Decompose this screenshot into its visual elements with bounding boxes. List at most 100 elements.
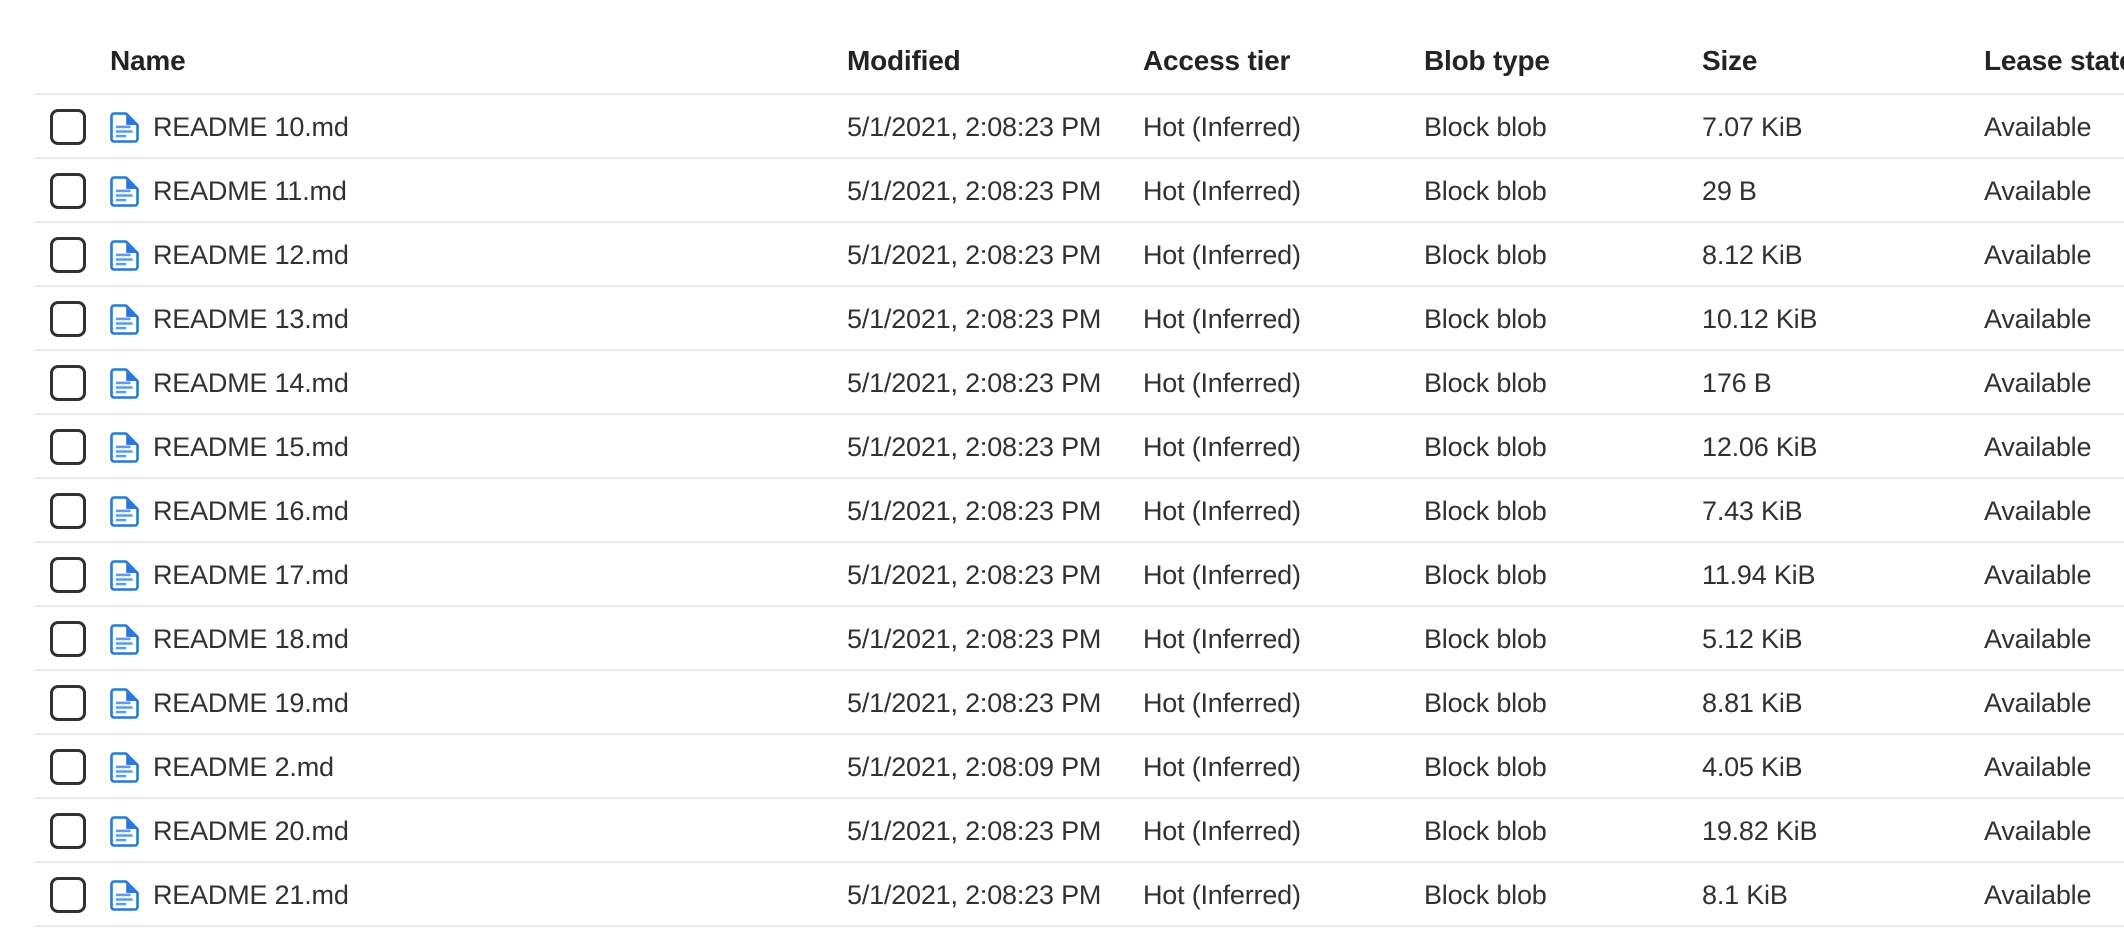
row-checkbox[interactable]: [50, 621, 86, 657]
table-row[interactable]: README 18.md 5/1/2021, 2:08:23 PM Hot (I…: [0, 607, 2124, 671]
table-row[interactable]: README 16.md 5/1/2021, 2:08:23 PM Hot (I…: [0, 479, 2124, 543]
modified-cell: 5/1/2021, 2:08:23 PM: [847, 239, 1102, 270]
table-row[interactable]: README 14.md 5/1/2021, 2:08:23 PM Hot (I…: [0, 351, 2124, 415]
blob-name-link[interactable]: README 19.md: [153, 687, 349, 718]
column-header-access-tier: Access tier: [1143, 44, 1291, 76]
blob-table-body: README 10.md 5/1/2021, 2:08:23 PM Hot (I…: [0, 95, 2124, 927]
file-document-icon: [110, 559, 139, 591]
table-row[interactable]: README 2.md 5/1/2021, 2:08:09 PM Hot (In…: [0, 735, 2124, 799]
modified-cell: 5/1/2021, 2:08:23 PM: [847, 687, 1102, 718]
row-checkbox[interactable]: [50, 749, 86, 785]
blob-type-cell: Block blob: [1424, 111, 1547, 142]
row-checkbox[interactable]: [50, 301, 86, 337]
lease-state-cell: Available: [1984, 111, 2092, 142]
size-cell: 7.07 KiB: [1702, 111, 1803, 142]
blob-name-link[interactable]: README 13.md: [153, 303, 349, 334]
row-checkbox[interactable]: [50, 429, 86, 465]
row-checkbox[interactable]: [50, 173, 86, 209]
row-select-cell: [0, 621, 110, 657]
size-cell: 7.43 KiB: [1702, 495, 1803, 526]
row-select-cell: [0, 557, 110, 593]
file-document-icon: [110, 303, 139, 335]
table-row[interactable]: README 11.md 5/1/2021, 2:08:23 PM Hot (I…: [0, 159, 2124, 223]
column-header-name: Name: [110, 44, 186, 76]
blob-name-link[interactable]: README 11.md: [153, 175, 347, 206]
name-cell: README 14.md: [110, 368, 847, 399]
modified-cell: 5/1/2021, 2:08:23 PM: [847, 431, 1102, 462]
row-checkbox[interactable]: [50, 877, 86, 913]
row-checkbox[interactable]: [50, 685, 86, 721]
blob-name-link[interactable]: README 10.md: [153, 111, 349, 142]
name-cell: README 16.md: [110, 496, 847, 527]
name-cell: README 20.md: [110, 816, 847, 847]
lease-state-cell: Available: [1984, 303, 2092, 334]
blob-type-cell: Block blob: [1424, 303, 1547, 334]
access-tier-cell: Hot (Inferred): [1143, 495, 1301, 526]
lease-state-cell: Available: [1984, 367, 2092, 398]
blob-name-link[interactable]: README 17.md: [153, 559, 349, 590]
row-checkbox[interactable]: [50, 237, 86, 273]
row-select-cell: [0, 237, 110, 273]
row-select-cell: [0, 813, 110, 849]
modified-cell: 5/1/2021, 2:08:09 PM: [847, 751, 1102, 782]
file-document-icon: [110, 239, 139, 271]
access-tier-cell: Hot (Inferred): [1143, 623, 1301, 654]
name-cell: README 21.md: [110, 880, 847, 911]
file-document-icon: [110, 175, 139, 207]
name-cell: README 2.md: [110, 752, 847, 783]
row-checkbox[interactable]: [50, 813, 86, 849]
modified-cell: 5/1/2021, 2:08:23 PM: [847, 303, 1102, 334]
row-checkbox[interactable]: [50, 493, 86, 529]
table-row[interactable]: README 12.md 5/1/2021, 2:08:23 PM Hot (I…: [0, 223, 2124, 287]
blob-type-cell: Block blob: [1424, 687, 1547, 718]
access-tier-cell: Hot (Inferred): [1143, 559, 1301, 590]
blob-name-link[interactable]: README 15.md: [153, 431, 349, 462]
file-document-icon: [110, 111, 139, 143]
row-checkbox[interactable]: [50, 557, 86, 593]
blob-name-link[interactable]: README 20.md: [153, 815, 349, 846]
name-cell: README 15.md: [110, 432, 847, 463]
blob-type-cell: Block blob: [1424, 751, 1547, 782]
blob-name-link[interactable]: README 18.md: [153, 623, 349, 654]
table-row[interactable]: README 15.md 5/1/2021, 2:08:23 PM Hot (I…: [0, 415, 2124, 479]
access-tier-cell: Hot (Inferred): [1143, 175, 1301, 206]
table-row[interactable]: README 20.md 5/1/2021, 2:08:23 PM Hot (I…: [0, 799, 2124, 863]
blob-type-cell: Block blob: [1424, 175, 1547, 206]
table-row[interactable]: README 19.md 5/1/2021, 2:08:23 PM Hot (I…: [0, 671, 2124, 735]
size-cell: 12.06 KiB: [1702, 431, 1818, 462]
modified-cell: 5/1/2021, 2:08:23 PM: [847, 815, 1102, 846]
blob-type-cell: Block blob: [1424, 815, 1547, 846]
size-cell: 10.12 KiB: [1702, 303, 1818, 334]
size-cell: 176 B: [1702, 367, 1772, 398]
modified-cell: 5/1/2021, 2:08:23 PM: [847, 879, 1102, 910]
name-cell: README 13.md: [110, 304, 847, 335]
row-checkbox[interactable]: [50, 109, 86, 145]
table-header: Name Modified Access tier Blob type Size…: [0, 0, 2124, 95]
blob-name-link[interactable]: README 2.md: [153, 751, 334, 782]
access-tier-cell: Hot (Inferred): [1143, 303, 1301, 334]
blob-name-link[interactable]: README 16.md: [153, 495, 349, 526]
table-row[interactable]: README 21.md 5/1/2021, 2:08:23 PM Hot (I…: [0, 863, 2124, 927]
modified-cell: 5/1/2021, 2:08:23 PM: [847, 111, 1102, 142]
blob-name-link[interactable]: README 12.md: [153, 239, 349, 270]
blob-type-cell: Block blob: [1424, 239, 1547, 270]
row-select-cell: [0, 173, 110, 209]
name-cell: README 12.md: [110, 240, 847, 271]
table-row[interactable]: README 13.md 5/1/2021, 2:08:23 PM Hot (I…: [0, 287, 2124, 351]
column-header-modified: Modified: [847, 44, 961, 76]
row-checkbox[interactable]: [50, 365, 86, 401]
access-tier-cell: Hot (Inferred): [1143, 239, 1301, 270]
row-select-cell: [0, 749, 110, 785]
access-tier-cell: Hot (Inferred): [1143, 687, 1301, 718]
access-tier-cell: Hot (Inferred): [1143, 111, 1301, 142]
blob-name-link[interactable]: README 14.md: [153, 367, 349, 398]
blob-name-link[interactable]: README 21.md: [153, 879, 349, 910]
size-cell: 8.81 KiB: [1702, 687, 1803, 718]
file-document-icon: [110, 431, 139, 463]
lease-state-cell: Available: [1984, 623, 2092, 654]
lease-state-cell: Available: [1984, 495, 2092, 526]
name-cell: README 11.md: [110, 176, 847, 207]
table-row[interactable]: README 10.md 5/1/2021, 2:08:23 PM Hot (I…: [0, 95, 2124, 159]
modified-cell: 5/1/2021, 2:08:23 PM: [847, 495, 1102, 526]
table-row[interactable]: README 17.md 5/1/2021, 2:08:23 PM Hot (I…: [0, 543, 2124, 607]
